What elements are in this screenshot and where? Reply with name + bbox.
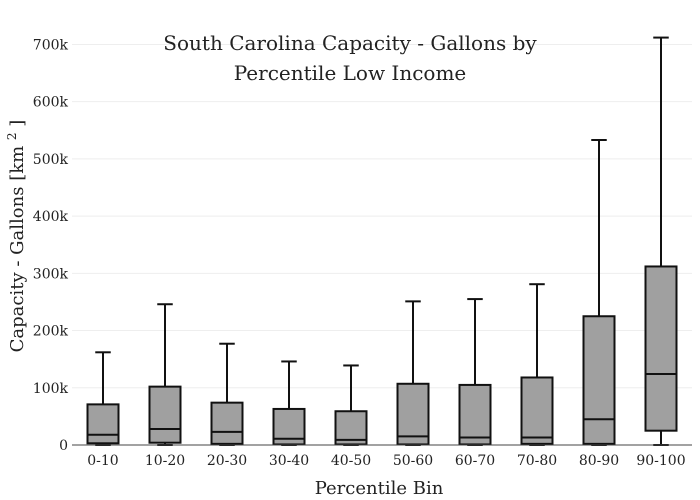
y-tick-label: 600k bbox=[33, 95, 69, 111]
box-iqr bbox=[148, 385, 182, 444]
box-iqr bbox=[520, 376, 554, 445]
x-tick-label: 70-80 bbox=[517, 453, 557, 469]
y-tick-label: 0 bbox=[59, 438, 68, 454]
box-0-10 bbox=[86, 351, 120, 446]
box-iqr bbox=[582, 315, 616, 445]
y-axis-unit: [km bbox=[7, 146, 28, 181]
box-iqr bbox=[644, 265, 678, 432]
box-iqr bbox=[86, 403, 120, 445]
y-tick-label: 200k bbox=[33, 324, 69, 340]
box-10-20 bbox=[148, 303, 182, 446]
box-iqr bbox=[458, 383, 492, 446]
box-80-90 bbox=[582, 139, 616, 446]
x-tick-label: 0-10 bbox=[87, 453, 118, 469]
x-tick-label: 30-40 bbox=[269, 453, 309, 469]
chart-title-line-1: South Carolina Capacity - Gallons by bbox=[163, 31, 537, 55]
chart-title-line-2: Percentile Low Income bbox=[234, 61, 467, 85]
box-70-80 bbox=[520, 283, 554, 446]
x-tick-label: 20-30 bbox=[207, 453, 247, 469]
y-axis-title-text: Capacity - Gallons bbox=[7, 187, 28, 353]
box-series bbox=[86, 36, 678, 446]
x-tick-label: 80-90 bbox=[579, 453, 619, 469]
x-tick-label: 90-100 bbox=[636, 453, 685, 469]
y-tick-label: 700k bbox=[33, 37, 69, 53]
box-30-40 bbox=[272, 360, 306, 446]
x-tick-label: 10-20 bbox=[145, 453, 185, 469]
y-tick-label: 400k bbox=[33, 209, 69, 225]
gridlines bbox=[72, 43, 692, 389]
y-axis-unit-superscript: 2 bbox=[5, 132, 19, 140]
box-50-60 bbox=[396, 300, 430, 446]
x-tick-label: 50-60 bbox=[393, 453, 433, 469]
y-axis-title: Capacity - Gallons [km 2 ] bbox=[0, 120, 28, 353]
y-tick-label: 500k bbox=[33, 152, 69, 168]
y-tick-label: 300k bbox=[33, 266, 69, 282]
box-20-30 bbox=[210, 342, 244, 446]
x-tick-label: 40-50 bbox=[331, 453, 371, 469]
y-axis-unit-close: ] bbox=[7, 120, 28, 127]
box-60-70 bbox=[458, 298, 492, 446]
y-tick-label: 100k bbox=[33, 381, 69, 397]
box-iqr bbox=[210, 401, 244, 445]
axes: 0 100k 200k 300k 400k 500k 600k 700k 0-10 10-20 20… bbox=[33, 37, 692, 469]
box-iqr bbox=[396, 382, 430, 446]
x-tick-label: 60-70 bbox=[455, 453, 495, 469]
box-40-50 bbox=[334, 364, 368, 446]
box-90-100 bbox=[644, 36, 678, 446]
x-axis-title: Percentile Bin bbox=[315, 478, 444, 499]
